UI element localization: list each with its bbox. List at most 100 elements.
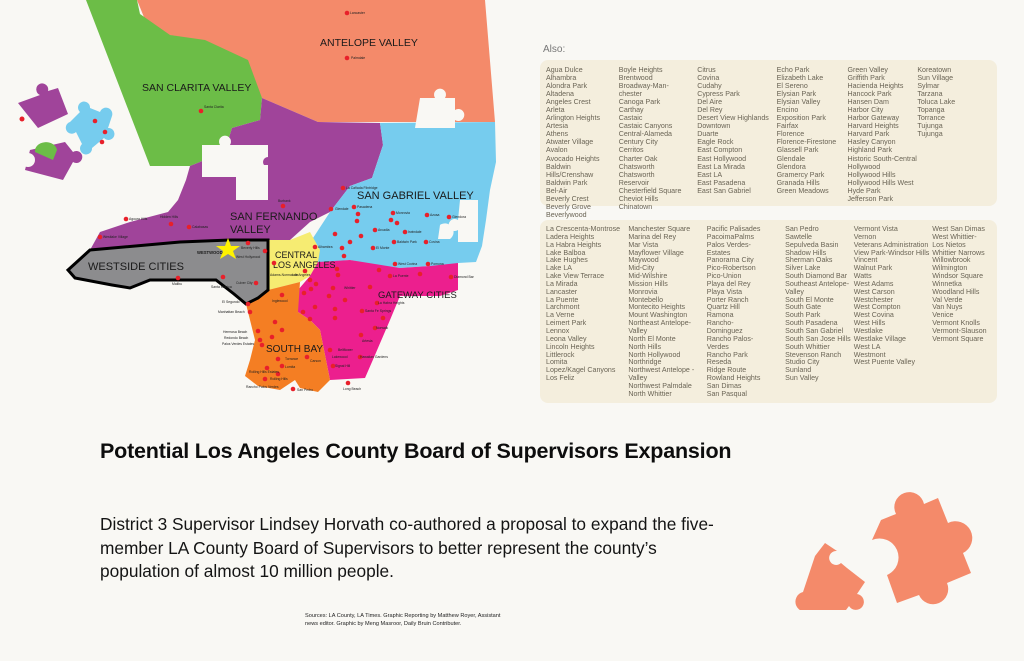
label-south-bay: SOUTH BAY <box>266 344 323 355</box>
place-name: Lomita <box>546 358 568 367</box>
city-label: Hidden Hills <box>160 215 178 219</box>
place-name: Valley <box>785 287 804 296</box>
place-name: East Compton <box>697 146 743 155</box>
place-name: Mount Washington <box>628 311 688 320</box>
place-name: Tujunga <box>917 122 943 131</box>
place-name: Val Verde <box>932 295 963 304</box>
place-name: Mar Vista <box>628 240 659 249</box>
place-name: Gramercy Park <box>776 170 825 179</box>
place-name: Glendora <box>776 162 806 171</box>
label-westwood: WESTWOOD <box>197 250 223 255</box>
place-name: Chesterfield Square <box>618 186 682 195</box>
place-name: Northwest Antelope - <box>628 366 695 375</box>
place-name: Mid-City <box>628 264 655 273</box>
place-name: Willowbrook <box>932 256 971 265</box>
city-label: Adams-Normandie <box>270 273 298 277</box>
place-name: West Puente Valley <box>853 358 916 367</box>
place-name: Topanga <box>917 106 945 115</box>
city-label: Lomita <box>285 365 295 369</box>
label-san-gabriel-valley: SAN GABRIEL VALLEY <box>357 190 474 202</box>
city-label: Irwindale <box>408 230 422 234</box>
city-label: El Segundo <box>222 300 240 304</box>
place-name: Historic South-Central <box>847 154 917 163</box>
place-name: La Habra Heights <box>546 240 602 249</box>
place-name: Pico-Union <box>706 272 742 281</box>
place-name: Elysian Park <box>776 90 817 99</box>
place-name: Cheviot Hills <box>618 194 659 203</box>
city-label: Hawaiian Gardens <box>360 355 388 359</box>
place-name: Griffith Park <box>847 74 885 83</box>
label-central-los-angeles: LOS ANGELES <box>273 260 336 270</box>
place-name: La Puente <box>546 295 579 304</box>
label-san-fernando-valley: VALLEY <box>230 224 271 236</box>
also-column: Agua Dulce Alhambra Alondra Park Altadena An… <box>546 66 619 219</box>
city-label: Santa Clarita <box>204 105 224 109</box>
label-santa-clarita-valley: SAN CLARITA VALLEY <box>142 82 251 94</box>
place-name: West Carson <box>853 287 895 296</box>
place-name: Elysian Valley <box>776 98 821 107</box>
place-name: South Diamond Bar <box>785 272 848 281</box>
place-name: Vincent <box>853 256 878 265</box>
place-name: Vermont Vista <box>853 225 898 233</box>
city-label: Norwalk <box>376 326 389 330</box>
city-label: Agoura Hills <box>129 217 148 221</box>
place-name: Highland Park <box>847 146 893 155</box>
place-name: Lancaster <box>546 287 578 296</box>
region-south-bay <box>245 282 330 392</box>
city-label: Glendale <box>335 207 349 211</box>
place-name: Vermont-Slauson <box>932 326 987 335</box>
city-label: La Habra Heights <box>378 301 405 305</box>
place-name: Montebello <box>628 295 664 304</box>
city-label: Beverly Hills <box>241 246 260 250</box>
place-name: Playa Vista <box>706 287 743 296</box>
place-name: Monrovia <box>628 287 658 296</box>
place-name: Harbor Gateway <box>847 114 900 123</box>
place-name: Eagle Rock <box>697 138 734 147</box>
place-name: North Whittier <box>628 389 672 398</box>
place-name: Hacienda Heights <box>847 82 904 91</box>
place-name: West Covina <box>853 311 894 320</box>
place-name: Lincoln Heights <box>546 342 595 351</box>
also-column: Koreatown Sun Village Sylmar Tarzana Toluca … <box>917 66 991 200</box>
place-name: Los Nietos <box>932 240 966 249</box>
place-name: Verdes <box>706 342 729 351</box>
place-name: Arleta <box>546 106 565 115</box>
place-name: South Park <box>785 311 821 320</box>
place-name: East La Mirada <box>697 162 745 171</box>
place-name: Koreatown <box>917 66 952 74</box>
city-label: Bellflower <box>338 348 354 352</box>
place-name: Rancho Palos- <box>706 334 754 343</box>
place-name: Granada Hills <box>776 178 820 187</box>
westwood-star-icon <box>216 238 240 259</box>
city-label: Pomona <box>431 262 444 266</box>
page-title: Potential Los Angeles County Board of Su… <box>100 439 732 463</box>
place-name: East Pasadena <box>697 178 746 187</box>
also-column: San Pedro Sawtelle Sepulveda Basin Shadow H… <box>785 225 854 397</box>
place-name: Quartz Hill <box>706 303 740 312</box>
city-label: Hermosa Beach <box>223 330 247 334</box>
place-name: Baldwin Park <box>546 178 588 187</box>
city-label: Burbank <box>278 199 291 203</box>
sources-credit: Sources: LA County, LA Times. Graphic Re… <box>305 613 501 627</box>
place-name: Los Feliz <box>546 374 575 383</box>
city-points <box>97 10 454 392</box>
place-name: Winnetka <box>932 279 962 288</box>
place-name: Vermont Knolls <box>932 319 980 328</box>
place-name: Desert View Highlands <box>697 114 769 123</box>
city-label: San Pedro <box>297 388 313 392</box>
city-label: Rancho Palos Verdes <box>246 385 279 389</box>
place-name: Artesia <box>546 122 569 131</box>
place-name: Brentwood <box>618 74 653 83</box>
place-name: Hansen Dam <box>847 98 889 107</box>
city-label: Santa Fe Springs <box>365 309 392 313</box>
also-panel-2: La Crescenta-Montrose Ladera Heights La Ha… <box>540 220 997 403</box>
city-label: Carson <box>310 359 321 363</box>
city-label: Rolling Hills Estates <box>249 370 279 374</box>
place-name: Marina del Rey <box>628 232 677 241</box>
city-label: Alhambra <box>318 245 333 249</box>
place-name: Angeles Crest <box>546 98 591 107</box>
description: District 3 Supervisor Lindsey Horvath co… <box>100 514 714 582</box>
place-name: El Sereno <box>776 82 808 91</box>
city-label: Culver City <box>236 281 253 285</box>
region-central-los-angeles <box>268 232 320 290</box>
